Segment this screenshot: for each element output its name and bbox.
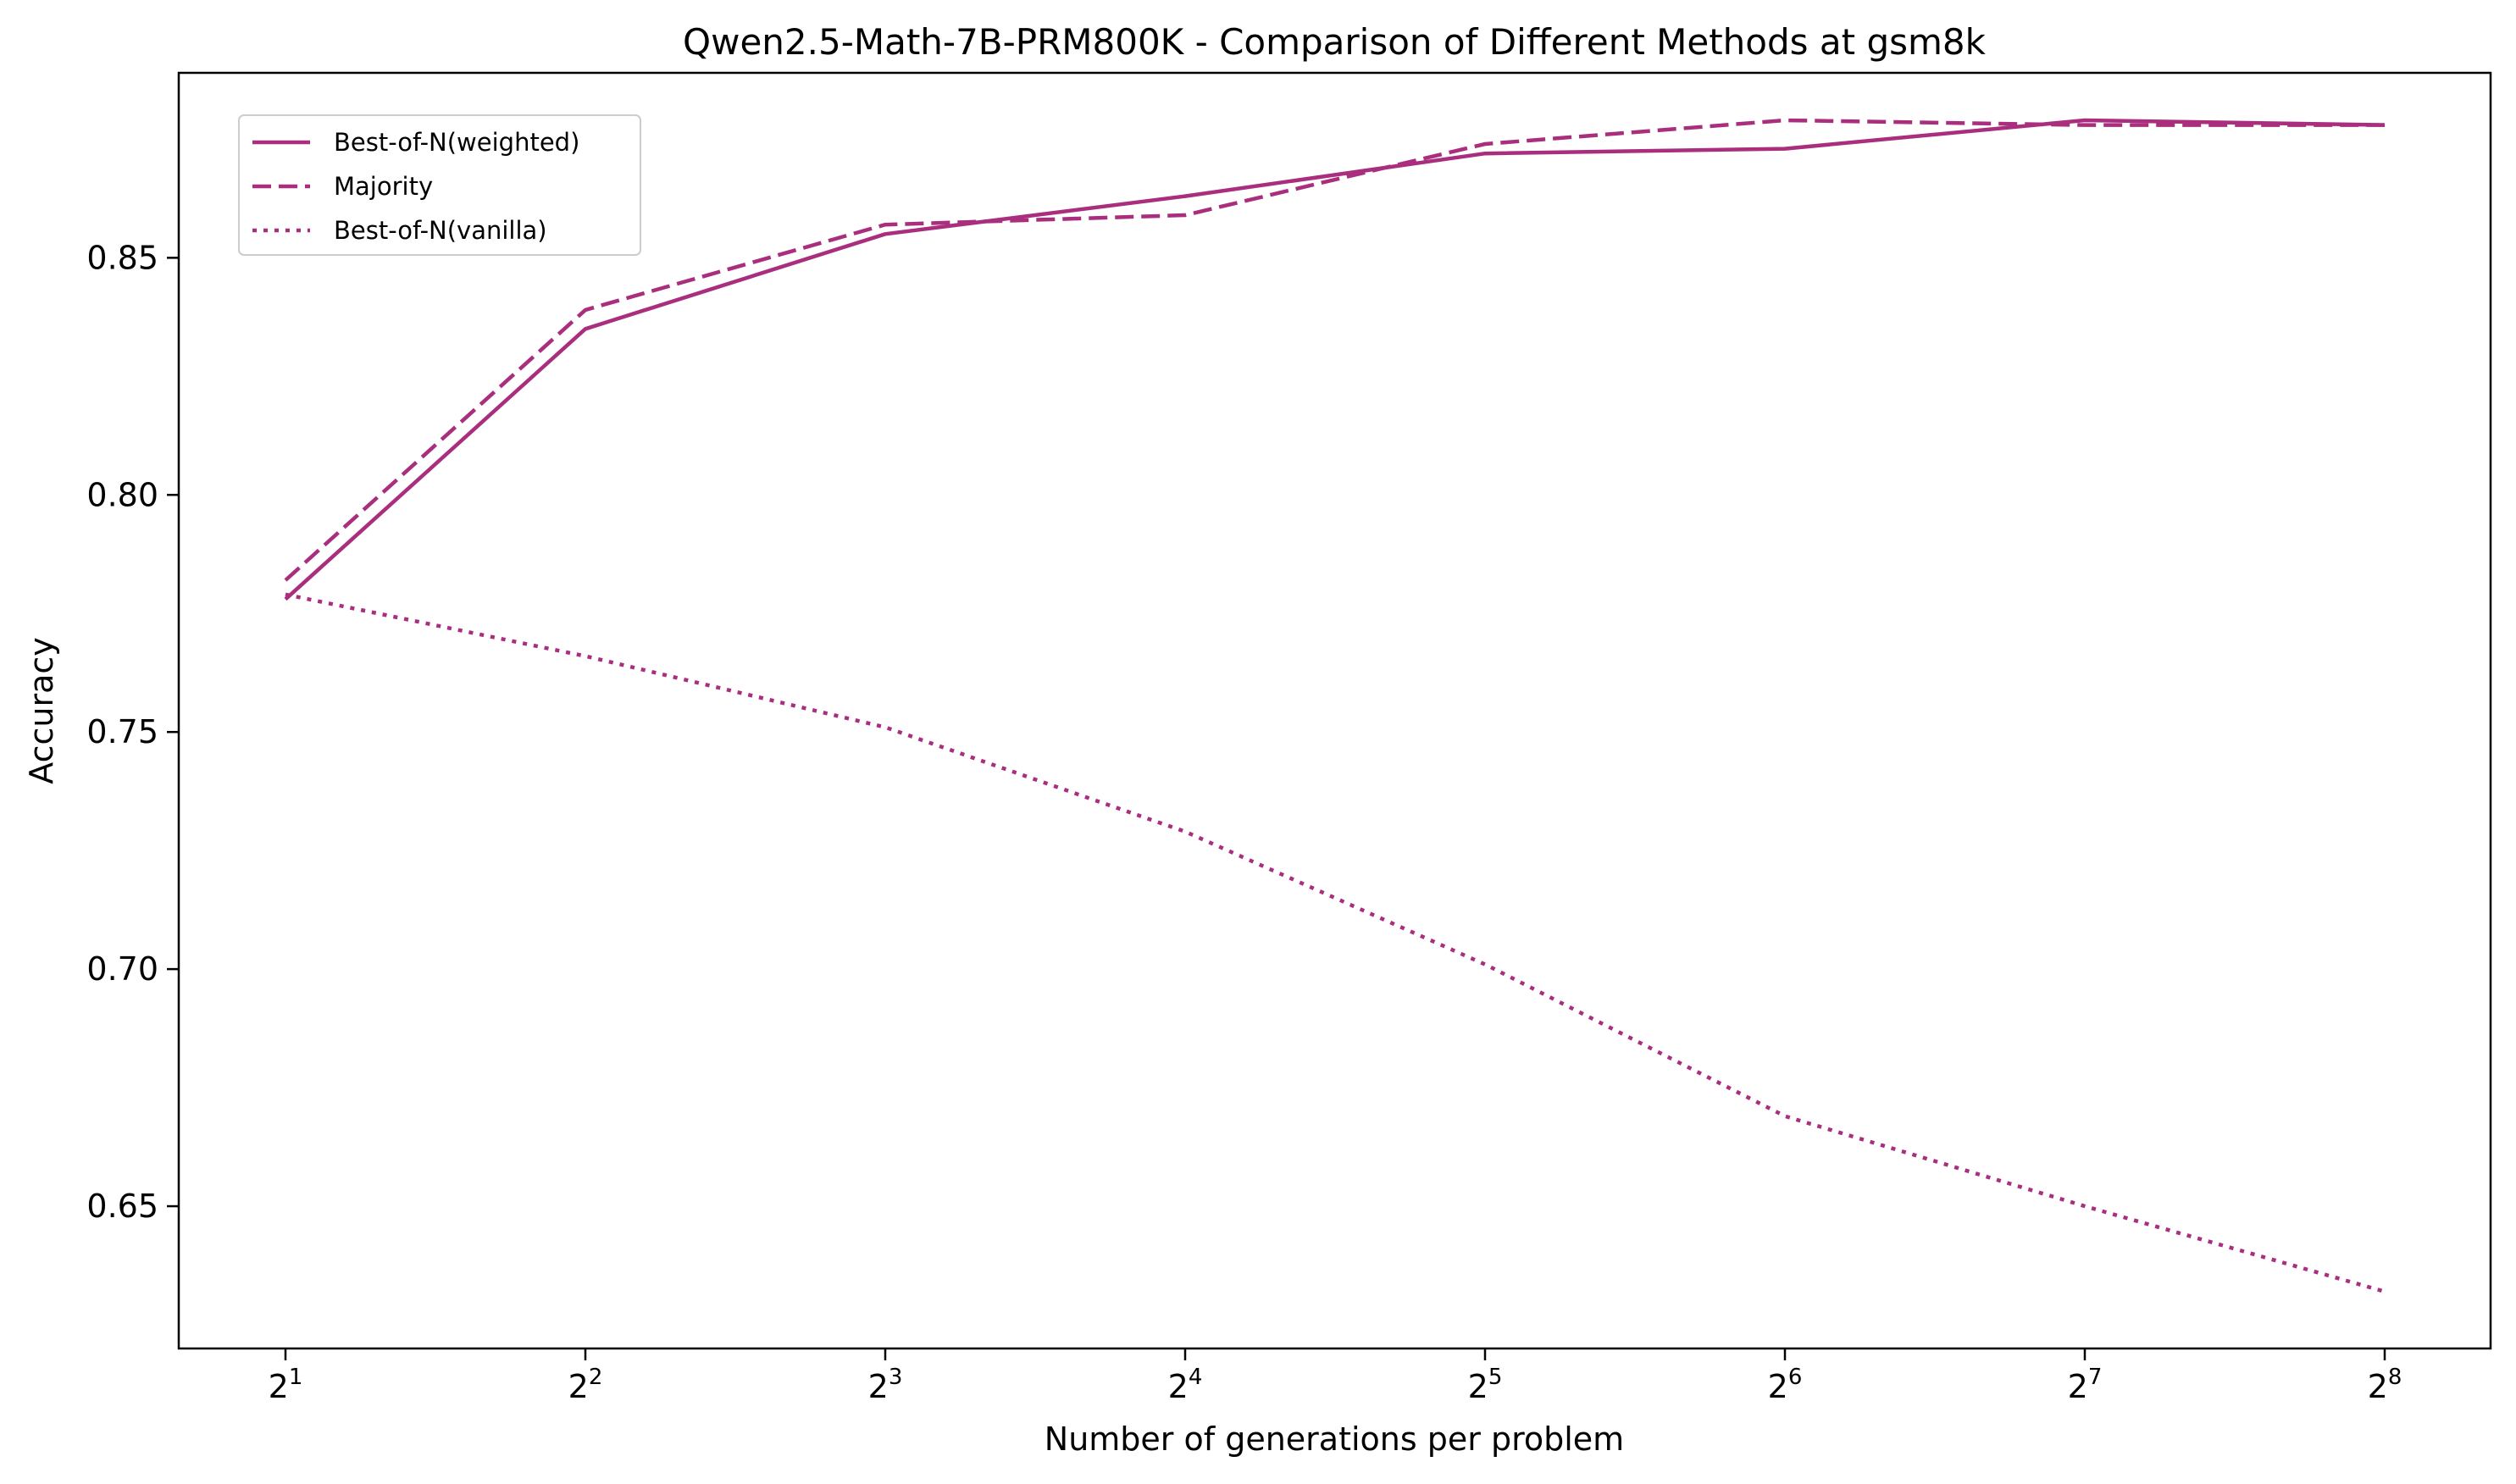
legend-label: Best-of-N(vanilla) [334, 216, 547, 245]
legend-label: Best-of-N(weighted) [334, 128, 579, 157]
x-tick-exponent: 5 [1488, 1365, 1503, 1390]
y-axis-label: Accuracy [23, 637, 60, 784]
plot-frame [177, 71, 2492, 1350]
x-tick-exponent: 3 [889, 1365, 903, 1390]
x-tick-exponent: 8 [2388, 1365, 2402, 1390]
x-tick-exponent: 6 [1788, 1365, 1803, 1390]
x-tick-exponent: 2 [589, 1365, 603, 1390]
x-tick-label: 28 [2368, 1365, 2402, 1405]
x-tick-exponent: 4 [1189, 1365, 1203, 1390]
y-tick-label: 0.75 [86, 713, 158, 750]
x-tick-label: 27 [2068, 1365, 2103, 1405]
x-tick-base: 2 [2068, 1368, 2088, 1405]
y-tick-label: 0.80 [86, 476, 158, 513]
x-tick-label: 22 [568, 1365, 603, 1405]
x-tick-label: 26 [1768, 1365, 1803, 1405]
chart-title: Qwen2.5-Math-7B-PRM800K - Comparison of … [683, 21, 1987, 63]
y-axis-ticks: 0.65 0.70 0.75 0.80 0.85 [86, 239, 179, 1225]
y-tick-label: 0.85 [86, 239, 158, 276]
x-tick-base: 2 [1468, 1368, 1488, 1405]
series-line-dotted [285, 592, 2386, 1293]
x-tick-label: 25 [1468, 1365, 1503, 1405]
x-tick-exponent: 7 [2088, 1365, 2103, 1390]
legend-label: Majority [334, 172, 433, 201]
legend: Best-of-N(weighted) Majority Best-of-N(van… [238, 114, 641, 256]
x-tick-base: 2 [2368, 1368, 2388, 1405]
legend-box [238, 114, 641, 256]
x-tick-label: 24 [1168, 1365, 1203, 1405]
x-tick-base: 2 [1768, 1368, 1788, 1405]
series-line-dashed [284, 118, 2385, 582]
x-tick-base: 2 [1168, 1368, 1189, 1405]
x-tick-exponent: 1 [289, 1365, 303, 1390]
x-tick-label: 21 [269, 1365, 303, 1405]
y-tick-label: 0.65 [86, 1188, 158, 1225]
x-tick-label: 23 [868, 1365, 903, 1405]
x-axis-ticks: 21 22 23 24 25 26 27 28 [269, 1348, 2402, 1405]
x-tick-base: 2 [269, 1368, 289, 1405]
y-tick-label: 0.70 [86, 950, 158, 988]
x-tick-base: 2 [868, 1368, 889, 1405]
x-tick-base: 2 [568, 1368, 589, 1405]
series-lines [284, 118, 2386, 1293]
x-axis-label: Number of generations per problem [1045, 1420, 1624, 1458]
